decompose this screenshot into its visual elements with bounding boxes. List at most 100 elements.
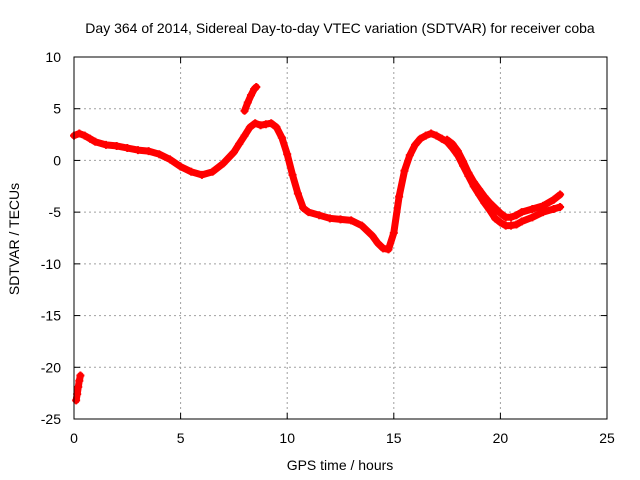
data-point bbox=[80, 131, 89, 140]
plot-frame bbox=[73, 56, 608, 420]
data-point bbox=[549, 205, 558, 214]
data-point bbox=[507, 221, 516, 230]
data-point bbox=[448, 139, 457, 148]
data-point bbox=[325, 214, 334, 223]
x-tick-label: 25 bbox=[599, 430, 615, 446]
data-point bbox=[304, 208, 313, 217]
data-point bbox=[517, 208, 526, 217]
data-point bbox=[469, 178, 478, 187]
data-point bbox=[251, 119, 260, 128]
data-point bbox=[235, 139, 244, 148]
data-point bbox=[528, 205, 537, 214]
y-axis-label: SDTVAR / TECUs bbox=[6, 183, 22, 295]
data-point bbox=[395, 192, 404, 201]
data-point bbox=[74, 382, 83, 391]
data-point bbox=[267, 119, 276, 128]
grid-layer bbox=[74, 57, 607, 419]
data-point bbox=[539, 201, 548, 210]
data-point bbox=[155, 150, 164, 159]
data-point bbox=[219, 159, 228, 168]
data-point bbox=[240, 106, 249, 115]
x-tick-label: 10 bbox=[279, 430, 295, 446]
data-point bbox=[512, 211, 521, 220]
data-point bbox=[246, 91, 255, 100]
data-point bbox=[75, 129, 84, 138]
data-point bbox=[144, 147, 153, 156]
chart-title: Day 364 of 2014, Sidereal Day-to-day VTE… bbox=[85, 20, 595, 36]
data-point bbox=[123, 144, 132, 153]
data-point bbox=[379, 244, 388, 253]
y-tick-label: -25 bbox=[41, 411, 61, 427]
data-point bbox=[85, 134, 94, 143]
data-point bbox=[288, 170, 297, 179]
data-point bbox=[485, 198, 494, 207]
data-point bbox=[197, 170, 206, 179]
data-layer bbox=[70, 82, 565, 405]
data-point bbox=[229, 148, 238, 157]
data-point bbox=[432, 131, 441, 140]
data-point bbox=[243, 98, 252, 107]
data-point bbox=[299, 204, 308, 213]
data-point bbox=[73, 390, 82, 399]
data-point bbox=[528, 213, 537, 222]
data-point bbox=[252, 82, 261, 91]
data-point bbox=[556, 202, 565, 211]
data-point bbox=[187, 167, 196, 176]
series-line-0 bbox=[70, 119, 564, 253]
data-point bbox=[507, 213, 516, 222]
data-point bbox=[491, 214, 500, 223]
x-tick-label: 5 bbox=[177, 430, 185, 446]
data-point bbox=[293, 189, 302, 198]
data-point bbox=[176, 162, 185, 171]
data-point bbox=[283, 150, 292, 159]
y-tick-label: 5 bbox=[53, 101, 61, 117]
data-point bbox=[245, 123, 254, 132]
data-point bbox=[165, 155, 174, 164]
data-point bbox=[453, 147, 462, 156]
x-tick-label: 20 bbox=[493, 430, 509, 446]
y-tick-label: -20 bbox=[41, 359, 61, 375]
data-point bbox=[416, 134, 425, 143]
data-point bbox=[427, 129, 436, 138]
data-point bbox=[91, 137, 100, 146]
data-point bbox=[459, 157, 468, 166]
y-tick-label: 10 bbox=[45, 49, 61, 65]
data-point bbox=[208, 167, 217, 176]
data-point bbox=[368, 231, 377, 240]
data-point bbox=[475, 185, 484, 194]
x-tick-label: 15 bbox=[386, 430, 402, 446]
data-point bbox=[421, 131, 430, 140]
data-point bbox=[336, 215, 345, 224]
data-point bbox=[112, 141, 121, 150]
y-tick-label: 0 bbox=[53, 152, 61, 168]
data-point bbox=[373, 239, 382, 248]
data-point bbox=[512, 220, 521, 229]
data-point bbox=[256, 121, 265, 130]
data-point bbox=[556, 190, 565, 199]
data-point bbox=[443, 135, 452, 144]
x-tick-label: 0 bbox=[70, 430, 78, 446]
data-point bbox=[464, 168, 473, 177]
tick-layer: 0 5 10 15 20 25 10 5 0 -5 -10 -15 -20 -25 bbox=[41, 49, 615, 446]
data-point bbox=[261, 120, 270, 129]
data-point bbox=[347, 216, 356, 225]
y-tick-label: -10 bbox=[41, 256, 61, 272]
data-point bbox=[549, 195, 558, 204]
data-point bbox=[389, 228, 398, 237]
data-point bbox=[357, 221, 366, 230]
data-point bbox=[72, 396, 81, 405]
data-point bbox=[75, 376, 84, 385]
data-point bbox=[480, 192, 489, 201]
data-point bbox=[133, 146, 142, 155]
data-point bbox=[315, 211, 324, 220]
data-point bbox=[496, 209, 505, 218]
data-point bbox=[496, 218, 505, 227]
data-point bbox=[240, 131, 249, 140]
data-point bbox=[517, 217, 526, 226]
data-point bbox=[76, 371, 85, 380]
x-axis-label: GPS time / hours bbox=[287, 457, 394, 473]
data-point bbox=[400, 166, 409, 175]
data-point bbox=[272, 123, 281, 132]
